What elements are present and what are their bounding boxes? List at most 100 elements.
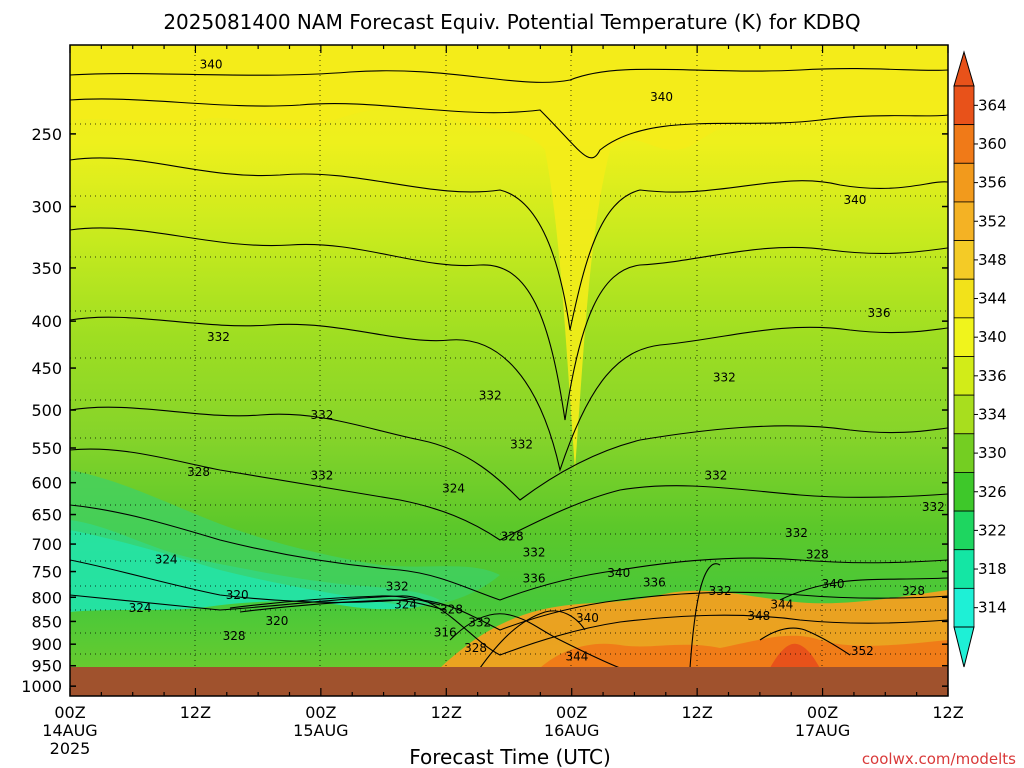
colorbar-label: 348 — [978, 251, 1007, 269]
field-region-low-deep-orange — [540, 635, 948, 668]
contour-label: 328 — [806, 548, 829, 562]
x-tick-label: 00Z — [54, 703, 85, 722]
colorbar-label: 336 — [978, 367, 1007, 385]
contour-label: 332 — [922, 500, 945, 514]
contour-label: 324 — [442, 482, 465, 496]
y-tick-label: 750 — [31, 563, 62, 582]
contour-label: 324 — [129, 601, 152, 615]
y-tick-label: 1000 — [21, 677, 62, 696]
y-tick-label: 450 — [31, 359, 62, 378]
contour-label: 332 — [386, 580, 409, 594]
chart-title: 2025081400 NAM Forecast Equiv. Potential… — [163, 10, 860, 34]
colorbar-label: 326 — [978, 483, 1007, 501]
ground-layer — [70, 667, 948, 696]
colorbar-label: 364 — [978, 96, 1007, 114]
contour-label: 336 — [868, 306, 891, 320]
colorbar-swatch — [953, 85, 975, 126]
contour-label: 332 — [479, 388, 502, 402]
y-tick-label: 300 — [31, 198, 62, 217]
y-tick-label: 500 — [31, 401, 62, 420]
contour-label: 328 — [464, 641, 487, 655]
y-tick-label: 600 — [31, 474, 62, 493]
colorbar-swatch — [953, 587, 975, 628]
x-tick-label: 12Z — [681, 703, 712, 722]
colorbar-swatch — [953, 472, 975, 512]
y-tick-label: 350 — [31, 259, 62, 278]
contour-label: 340 — [607, 566, 630, 580]
contour-label: 328 — [187, 465, 210, 479]
contour-label: 332 — [523, 546, 546, 560]
contour-label: 328 — [902, 584, 925, 598]
contour-label: 320 — [226, 588, 249, 602]
contour-label: 316 — [434, 626, 457, 640]
colorbar-swatch — [953, 201, 975, 241]
colorbar-swatch — [953, 510, 975, 551]
y-tick-label: 700 — [31, 535, 62, 554]
y-tick-label: 250 — [31, 125, 62, 144]
colorbar-swatch — [953, 549, 975, 589]
contour-label: 320 — [266, 614, 289, 628]
contour-label: 340 — [650, 90, 673, 104]
x-tick-label: 00Z — [807, 703, 838, 722]
y-tick-label: 900 — [31, 635, 62, 654]
x-tick-label: 12Z — [932, 703, 963, 722]
x-tick-label: 00Z — [305, 703, 336, 722]
colorbar-label: 314 — [978, 599, 1007, 617]
field-region-upper-yellow — [70, 45, 948, 470]
colorbar-label: 330 — [978, 444, 1007, 462]
colorbar-swatch — [953, 162, 975, 203]
contour-label: 332 — [705, 468, 728, 482]
x-date-label: 17AUG — [795, 721, 850, 740]
colorbar-label: 344 — [978, 290, 1007, 308]
colorbar-label: 360 — [978, 135, 1007, 153]
contour-label: 340 — [200, 57, 223, 71]
colorbar-label: 352 — [978, 212, 1007, 230]
contour-label: 336 — [523, 571, 546, 585]
y-tick-label: 650 — [31, 506, 62, 525]
contour-label: 332 — [785, 526, 808, 540]
contour-label: 324 — [394, 598, 417, 612]
colorbar-swatch — [953, 394, 975, 435]
plot-area — [70, 45, 948, 696]
x-tick-label: 00Z — [556, 703, 587, 722]
contour-label: 332 — [207, 330, 230, 344]
y-tick-label: 950 — [31, 657, 62, 676]
x-date-label: 14AUG — [42, 721, 97, 740]
contour-label: 332 — [310, 408, 333, 422]
y-tick-label: 400 — [31, 312, 62, 331]
contour-label: 332 — [310, 468, 333, 482]
contour-label: 340 — [576, 611, 599, 625]
colorbar-label: 340 — [978, 328, 1007, 346]
contour-label: 328 — [223, 629, 246, 643]
contour-label: 328 — [501, 530, 524, 544]
colorbar-swatch — [953, 433, 975, 473]
colorbar-arrow-bottom — [953, 626, 975, 668]
x-tick-label: 12Z — [180, 703, 211, 722]
colorbar-label: 322 — [978, 521, 1007, 539]
colorbar-swatch — [953, 317, 975, 357]
colorbar-swatch — [953, 124, 975, 164]
field-region-peak — [770, 643, 820, 668]
contour-label: 332 — [510, 437, 533, 451]
field-region-low-green — [70, 470, 500, 607]
colorbar-swatch — [953, 240, 975, 280]
contour-label: 328 — [440, 603, 463, 617]
x-date-label: 16AUG — [544, 721, 599, 740]
contour-label: 344 — [565, 649, 588, 663]
colorbar-label: 318 — [978, 560, 1007, 578]
contour-lines — [70, 68, 948, 669]
contour-label: 340 — [844, 193, 867, 207]
colorbar-swatch — [953, 278, 975, 319]
x-date-label: 15AUG — [293, 721, 348, 740]
contour-label: 336 — [643, 576, 666, 590]
colorbar-label: 356 — [978, 174, 1007, 192]
x-year-label: 2025 — [50, 739, 91, 758]
contour-labels: 340 340 340 336 332 332 332 332 332 328 332 332 324 3… — [129, 57, 945, 663]
contour-label: 352 — [851, 644, 874, 658]
contour-label: 324 — [155, 553, 178, 567]
colorbar-swatch — [953, 356, 975, 396]
colorbar: 364 360 356 352 348 344 340 336 334 330 326 322 318 3… — [953, 50, 1007, 668]
y-tick-label: 850 — [31, 612, 62, 631]
